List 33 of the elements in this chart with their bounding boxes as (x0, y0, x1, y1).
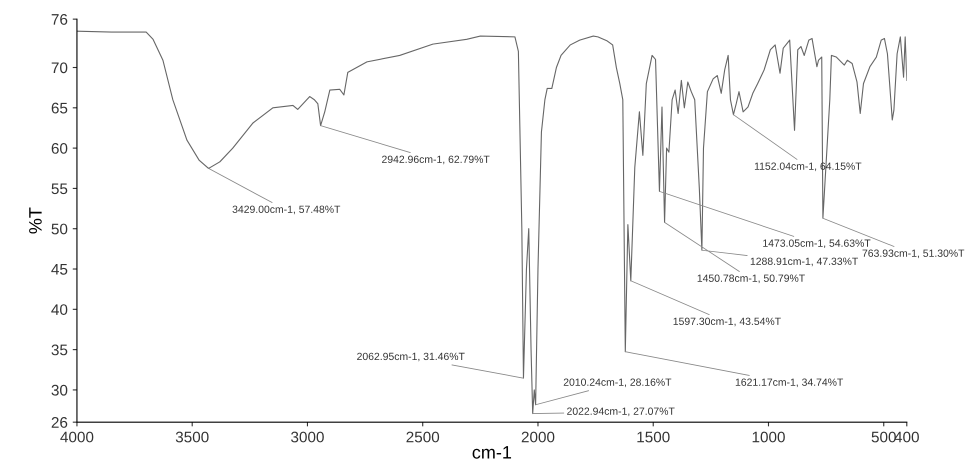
y-axis-title: %T (29, 208, 42, 234)
y-tick-label: 60 (52, 142, 68, 154)
x-tick-label: 2500 (406, 432, 440, 442)
x-tick-label: 2000 (522, 432, 554, 442)
y-tick-label: 70 (52, 62, 68, 74)
annotation: 763.93cm-1, 51.30%T (862, 250, 964, 258)
y-tick-label: 65 (52, 102, 68, 114)
x-tick-label: 400 (894, 432, 919, 442)
annotation: 1450.78cm-1, 50.79%T (698, 274, 805, 284)
y-tick-label: 30 (52, 384, 68, 396)
x-tick-label: 1500 (637, 432, 670, 442)
annotation: 2022.94cm-1, 27.07%T (567, 408, 675, 416)
annotation: 1621.17cm-1, 34.74%T (736, 378, 844, 388)
annotation: 1597.30cm-1, 43.54%T (674, 318, 781, 326)
x-tick-label: 3000 (291, 432, 324, 442)
y-tick-label: 45 (51, 264, 68, 275)
y-tick-label: 26 (52, 417, 68, 428)
y-tick-label: 50 (52, 224, 68, 234)
annotation: 2010.24cm-1, 28.16%T (564, 378, 672, 388)
x-tick-label: 500 (872, 432, 896, 442)
annotation: 1473.05cm-1, 54.63%T (763, 239, 870, 248)
y-tick-label: 35 (52, 344, 68, 356)
x-tick-label: 3500 (176, 432, 209, 442)
x-tick-label: 4000 (60, 432, 94, 442)
y-tick-label: 55 (52, 183, 68, 194)
annotation: 2062.95cm-1, 31.46%T (357, 352, 465, 362)
annotation: 1288.91cm-1, 47.33%T (750, 258, 858, 266)
annotation: 2942.96cm-1, 62.79%T (382, 156, 490, 164)
x-tick-label: 1000 (752, 432, 785, 442)
y-tick-label: 40 (51, 304, 68, 316)
x-axis-title: cm-1 (472, 446, 512, 459)
y-tick-label: 76 (52, 14, 68, 25)
annotation: 3429.00cm-1, 57.48%T (232, 206, 340, 214)
